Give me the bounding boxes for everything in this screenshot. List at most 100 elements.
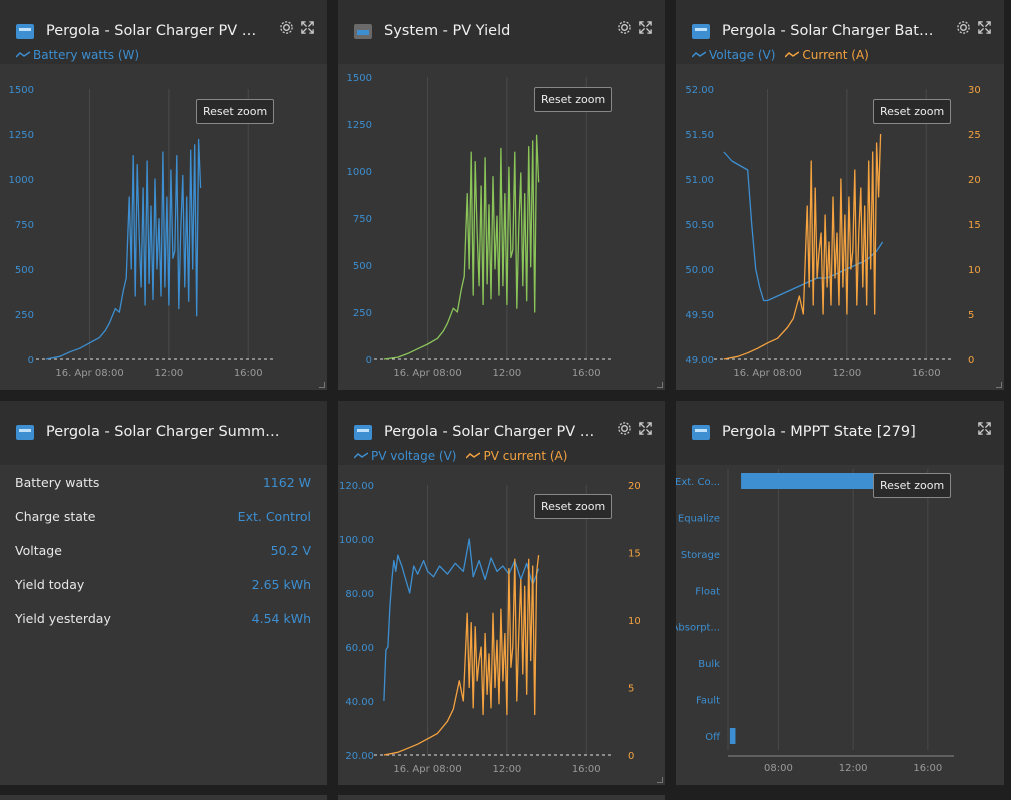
legend-line-icon — [354, 452, 368, 459]
panel-header — [0, 0, 327, 64]
y-tick-label: 100.00 — [339, 535, 374, 546]
reset-zoom-button[interactable]: Reset zoom — [873, 473, 952, 498]
y2-tick-label: 10 — [968, 265, 981, 276]
x-tick-label: 08:00 — [764, 763, 793, 774]
gear-icon[interactable] — [956, 20, 971, 35]
chart-legend: PV voltage (V) PV current (A) — [354, 449, 567, 463]
series-line — [383, 555, 540, 756]
solar-charger-icon — [16, 24, 34, 39]
x-tick-label: 16:00 — [912, 368, 941, 379]
summary-row: Battery watts 1162 W — [15, 475, 311, 490]
resize-handle[interactable] — [657, 777, 663, 783]
x-tick-label: 12:00 — [492, 368, 521, 379]
panel-header — [676, 0, 1004, 64]
legend-label: Battery watts (W) — [33, 48, 140, 62]
legend-item[interactable]: Current (A) — [785, 48, 869, 62]
expand-icon[interactable] — [638, 20, 653, 35]
legend-line-icon — [692, 51, 706, 58]
y2-tick-label: 10 — [628, 616, 641, 627]
series-line — [723, 133, 882, 360]
x-tick-label: 12:00 — [154, 368, 183, 379]
y2-tick-label: 0 — [968, 355, 974, 366]
chart-system-pv-yield: 16. Apr 08:00 12:00 16:00 1500 1250 1000 750 50… — [347, 73, 614, 379]
state-label: Equalize — [678, 513, 720, 524]
y-tick-label: 1250 — [9, 130, 34, 141]
legend-label: Voltage (V) — [709, 48, 776, 62]
state-bar — [741, 473, 884, 489]
expand-icon[interactable] — [638, 421, 653, 436]
state-label: Fault — [696, 696, 720, 707]
summary-value: 50.2 V — [270, 543, 311, 558]
legend-item[interactable]: PV voltage (V) — [354, 449, 456, 463]
expand-icon[interactable] — [300, 20, 315, 35]
gear-icon[interactable] — [279, 20, 294, 35]
reset-zoom-button[interactable]: Reset zoom — [534, 87, 613, 112]
resize-handle[interactable] — [996, 382, 1002, 388]
y-tick-label: 1000 — [347, 167, 372, 178]
y-tick-label: 80.00 — [345, 589, 374, 600]
panel-battery: Pergola - Solar Charger Battery ... Volt… — [676, 0, 1004, 390]
legend-line-icon — [466, 452, 481, 459]
solar-charger-icon — [354, 425, 372, 440]
legend-label: Current (A) — [802, 48, 869, 62]
gear-icon[interactable] — [617, 421, 632, 436]
y-tick-label: 20.00 — [345, 751, 374, 762]
y-tick-label: 1000 — [9, 175, 34, 186]
state-label: Off — [705, 732, 721, 743]
legend-item[interactable]: PV current (A) — [466, 449, 567, 463]
y-tick-label: 50.50 — [685, 220, 714, 231]
y-tick-label: 750 — [353, 214, 372, 225]
y-tick-label: 1500 — [9, 85, 34, 96]
legend-item[interactable]: Battery watts (W) — [16, 48, 139, 62]
y-tick-label: 0 — [28, 355, 34, 366]
gear-icon[interactable] — [617, 20, 632, 35]
solar-charger-icon — [692, 425, 710, 440]
series-line — [723, 151, 884, 302]
summary-key: Yield yesterday — [15, 611, 111, 626]
summary-key: Yield today — [15, 577, 85, 592]
x-tick-label: 16. Apr 08:00 — [55, 368, 123, 379]
panel-header — [676, 401, 1004, 465]
summary-value: 1162 W — [262, 475, 311, 490]
legend-line-icon — [16, 51, 30, 58]
y-tick-label: 51.00 — [685, 175, 714, 186]
y-tick-label: 51.50 — [685, 130, 714, 141]
panel-header — [338, 401, 665, 465]
chart-mppt-state: 08:00 12:00 16:00 Ext. Co... Equalize Storage… — [676, 469, 954, 774]
resize-handle[interactable] — [319, 382, 325, 388]
panel-system-pv-yield: System - PV Yield 16. Apr 08:00 12:00 16:0… — [338, 0, 665, 390]
y2-tick-label: 5 — [968, 310, 974, 321]
expand-icon[interactable] — [977, 20, 992, 35]
y-tick-label: 49.00 — [685, 355, 714, 366]
state-label: Storage — [681, 550, 720, 561]
resize-handle[interactable] — [657, 382, 663, 388]
summary-row: Voltage 50.2 V — [15, 543, 311, 558]
reset-zoom-button[interactable]: Reset zoom — [534, 494, 613, 519]
panel-mppt-state: Pergola - MPPT State [279] 08:00 12:00 16:… — [676, 401, 1004, 785]
panel-header — [338, 0, 665, 64]
legend-line-icon — [785, 51, 800, 58]
reset-zoom-button[interactable]: Reset zoom — [196, 99, 275, 124]
legend-item[interactable]: Voltage (V) — [692, 48, 775, 62]
series-line — [45, 138, 202, 360]
y-tick-label: 500 — [353, 261, 372, 272]
state-label: Float — [695, 586, 720, 597]
x-tick-label: 16:00 — [913, 763, 942, 774]
state-label: Absorpt... — [676, 623, 720, 634]
x-tick-label: 12:00 — [832, 368, 861, 379]
y-tick-label: 250 — [353, 308, 372, 319]
reset-zoom-button[interactable]: Reset zoom — [873, 99, 952, 124]
y-tick-label: 0 — [366, 355, 372, 366]
chart-pv-voltage-current: 16. Apr 08:00 12:00 16:00 120.00 100.00 80.00… — [339, 481, 641, 775]
expand-icon[interactable] — [977, 421, 992, 436]
panel-header — [0, 401, 327, 465]
x-tick-label: 16. Apr 08:00 — [393, 764, 461, 775]
legend-label: PV current (A) — [483, 449, 568, 463]
chart-battery-voltage-current: 16. Apr 08:00 12:00 16:0052.0051.5051.0050… — [685, 85, 981, 379]
y-tick-label: 500 — [15, 265, 34, 276]
y-tick-label: 60.00 — [345, 643, 374, 654]
chart-legend: Battery watts (W) — [16, 48, 139, 62]
y-tick-label: 750 — [15, 220, 34, 231]
panel-summary: Pergola - Solar Charger Summary [2... Ba… — [0, 401, 327, 785]
y2-tick-label: 5 — [628, 684, 634, 695]
